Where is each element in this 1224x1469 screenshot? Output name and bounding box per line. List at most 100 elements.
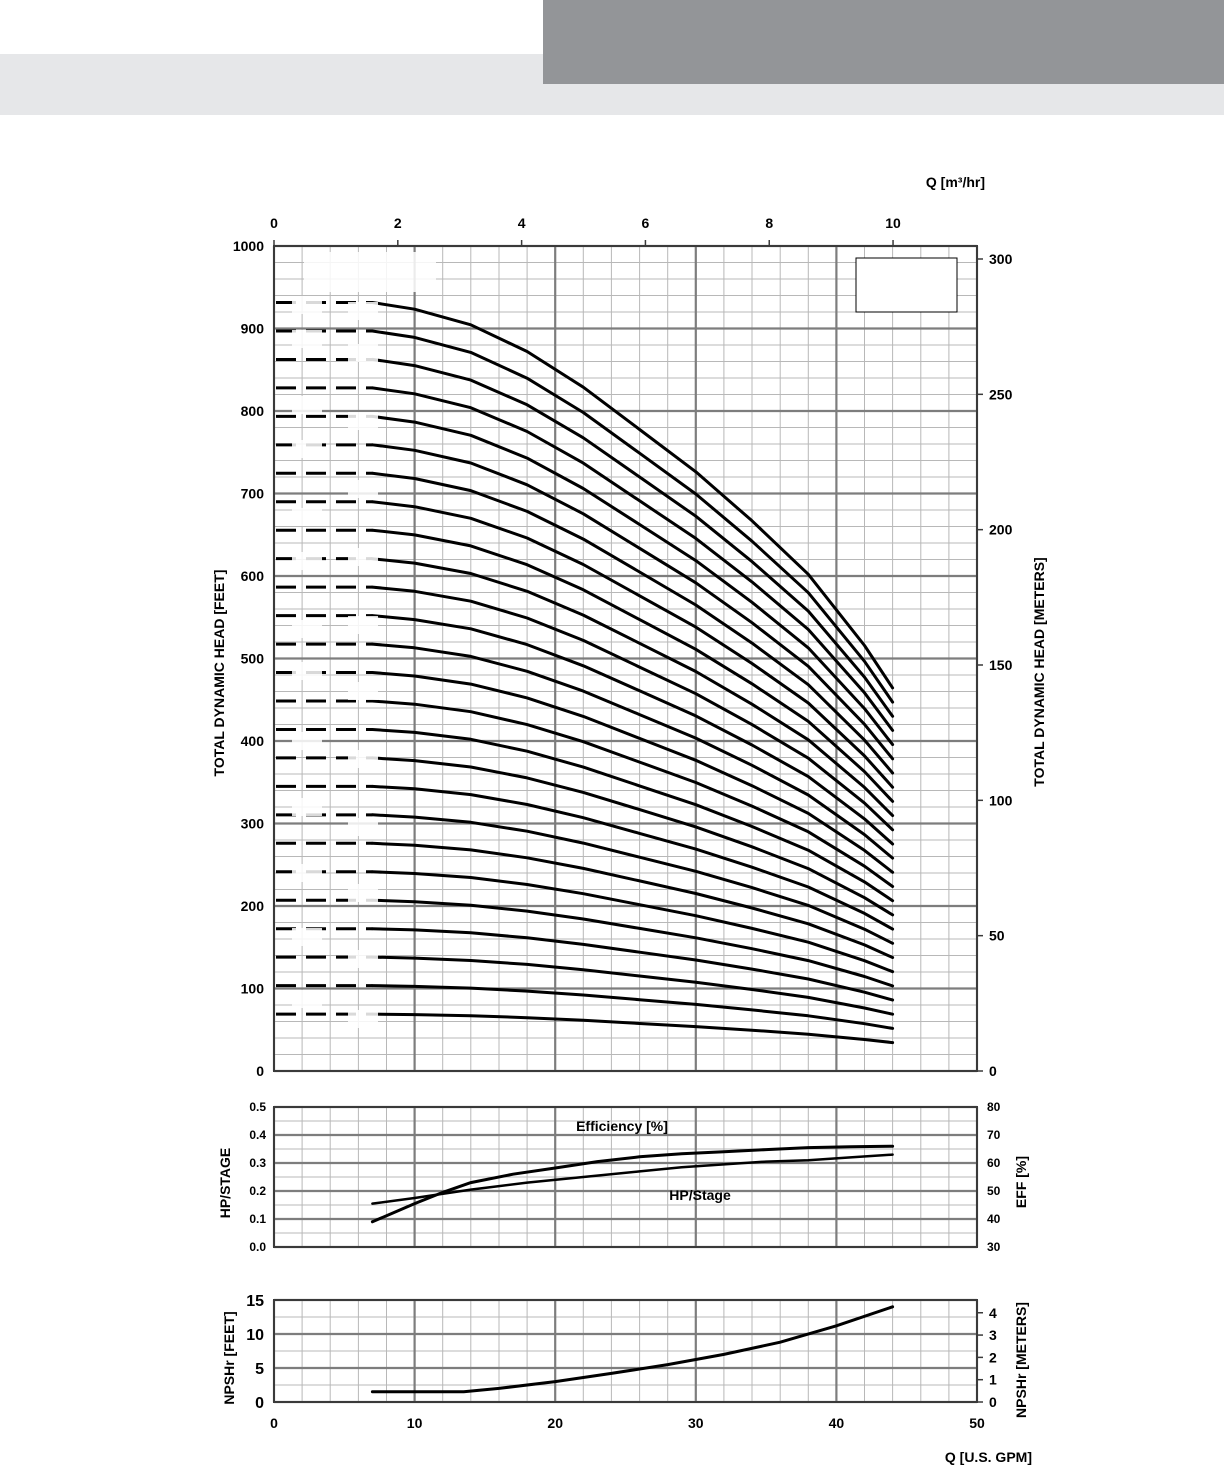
stage-curve [370, 898, 895, 988]
npsh-xtick-label: 50 [969, 1415, 985, 1431]
stage-curve [370, 699, 895, 888]
head-ytick-label: 300 [241, 816, 265, 832]
npsh-y2tick-label: 4 [989, 1305, 997, 1321]
stage-curve [370, 500, 895, 789]
npsh-y-axis-title: NPSHr [FEET] [221, 1311, 237, 1404]
head-x2tick-label: 4 [518, 215, 526, 231]
npsh-ytick-label: 5 [255, 1361, 264, 1378]
stage-label-pad [292, 990, 322, 1008]
npsh-ytick-label: 15 [246, 1293, 264, 1310]
stage-curve [370, 955, 895, 1016]
plot-frame [273, 245, 978, 1072]
eff-y2tick-label: 50 [987, 1184, 1001, 1198]
stage-curve [370, 471, 895, 775]
head-y2tick-label: 300 [989, 251, 1013, 267]
eff-y2tick-label: 80 [987, 1100, 1001, 1114]
head-ytick-label: 900 [241, 321, 265, 337]
head-curves [276, 301, 895, 1045]
bottom-x-axis-title: Q [U.S. GPM] [945, 1449, 1032, 1465]
stage-curve [370, 927, 895, 1002]
head-x2tick-label: 2 [394, 215, 402, 231]
stage-curve [370, 756, 895, 917]
stage-label-pad [292, 732, 322, 750]
head-top-axis-title: Q [m³/hr] [926, 174, 985, 190]
stage-curve [370, 585, 895, 832]
stage-label-pad [304, 252, 436, 292]
npsh-y2tick-label: 0 [989, 1394, 997, 1410]
stage-curve [370, 329, 895, 704]
stage-curve [370, 642, 895, 860]
head-x2tick-label: 6 [642, 215, 650, 231]
hp-series-label: HP/Stage [669, 1187, 731, 1203]
stage-label-pad [348, 480, 378, 498]
npsh-xtick-label: 0 [270, 1415, 278, 1431]
eff-y-axis-title: HP/STAGE [217, 1148, 233, 1219]
stage-curve [370, 1012, 895, 1045]
stage-label-pad [292, 508, 322, 526]
stage-curve [370, 301, 895, 690]
head-x2tick-label: 8 [765, 215, 773, 231]
plot-frame [273, 1106, 978, 1248]
head-y2tick-label: 50 [989, 928, 1005, 944]
stage-label-pad [348, 344, 378, 362]
stage-label-pad [292, 296, 322, 314]
head-y-axis-title: TOTAL DYNAMIC HEAD [FEET] [211, 570, 227, 777]
head-y2tick-label: 150 [989, 657, 1013, 673]
head-ytick-label: 800 [241, 403, 265, 419]
stage-label-pad [292, 662, 322, 680]
stage-curve [370, 386, 895, 732]
efficiency-series-label: Efficiency [%] [576, 1118, 668, 1134]
stage-label-pad [348, 682, 378, 700]
eff-y2tick-label: 30 [987, 1240, 1001, 1254]
efficiency-curve [370, 1144, 895, 1224]
stage-label-pad [292, 552, 322, 570]
stage-curve [370, 984, 895, 1030]
npsh-xtick-label: 30 [688, 1415, 704, 1431]
stage-curve [370, 557, 895, 818]
head-ytick-label: 200 [241, 898, 265, 914]
head-ytick-label: 600 [241, 568, 265, 584]
eff-y2tick-label: 70 [987, 1128, 1001, 1142]
npsh-xtick-label: 10 [407, 1415, 423, 1431]
stage-label-pad [292, 396, 322, 414]
head-y2-axis-title: TOTAL DYNAMIC HEAD [METERS] [1031, 557, 1047, 786]
stage-label-pad [292, 330, 322, 348]
stage-label-pad [348, 616, 378, 634]
npsh-y2-axis-title: NPSHr [METERS] [1013, 1302, 1029, 1418]
npsh-ytick-label: 10 [246, 1327, 264, 1344]
head-ytick-label: 500 [241, 651, 265, 667]
head-x2tick-label: 0 [270, 215, 278, 231]
stage-curve [370, 841, 895, 959]
head-x2tick-label: 10 [885, 215, 901, 231]
head-y2tick-label: 250 [989, 386, 1013, 402]
npshr-curve [370, 1305, 895, 1394]
stage-label-pad [292, 928, 322, 946]
stage-label-pad [292, 620, 322, 638]
stage-label-pad [348, 950, 378, 968]
stage-curve [370, 414, 895, 747]
stage-label-pad [348, 412, 378, 430]
head-ytick-label: 0 [256, 1063, 264, 1079]
head-ytick-label: 400 [241, 733, 265, 749]
head-y2tick-label: 0 [989, 1063, 997, 1079]
eff-y2tick-label: 40 [987, 1212, 1001, 1226]
stage-label-pad [348, 302, 378, 320]
npsh-xtick-label: 40 [829, 1415, 845, 1431]
npsh-y2tick-label: 2 [989, 1349, 997, 1365]
stage-curve [370, 671, 895, 874]
stage-curve [370, 870, 895, 974]
stage-label-pad [348, 750, 378, 768]
stage-label-pad [292, 864, 322, 882]
stage-label-pad [292, 440, 322, 458]
eff-ytick-label: 0.5 [249, 1100, 266, 1114]
npsh-xtick-label: 20 [547, 1415, 563, 1431]
hp-stage-curve [371, 1153, 894, 1205]
npsh-ytick-label: 0 [255, 1395, 264, 1412]
head-y2tick-label: 200 [989, 522, 1013, 538]
head-ytick-label: 1000 [233, 238, 264, 254]
header-band-dark [543, 0, 1224, 84]
stage-label-pad [348, 548, 378, 566]
stage-curve [370, 614, 895, 846]
model-label-box [855, 257, 958, 313]
